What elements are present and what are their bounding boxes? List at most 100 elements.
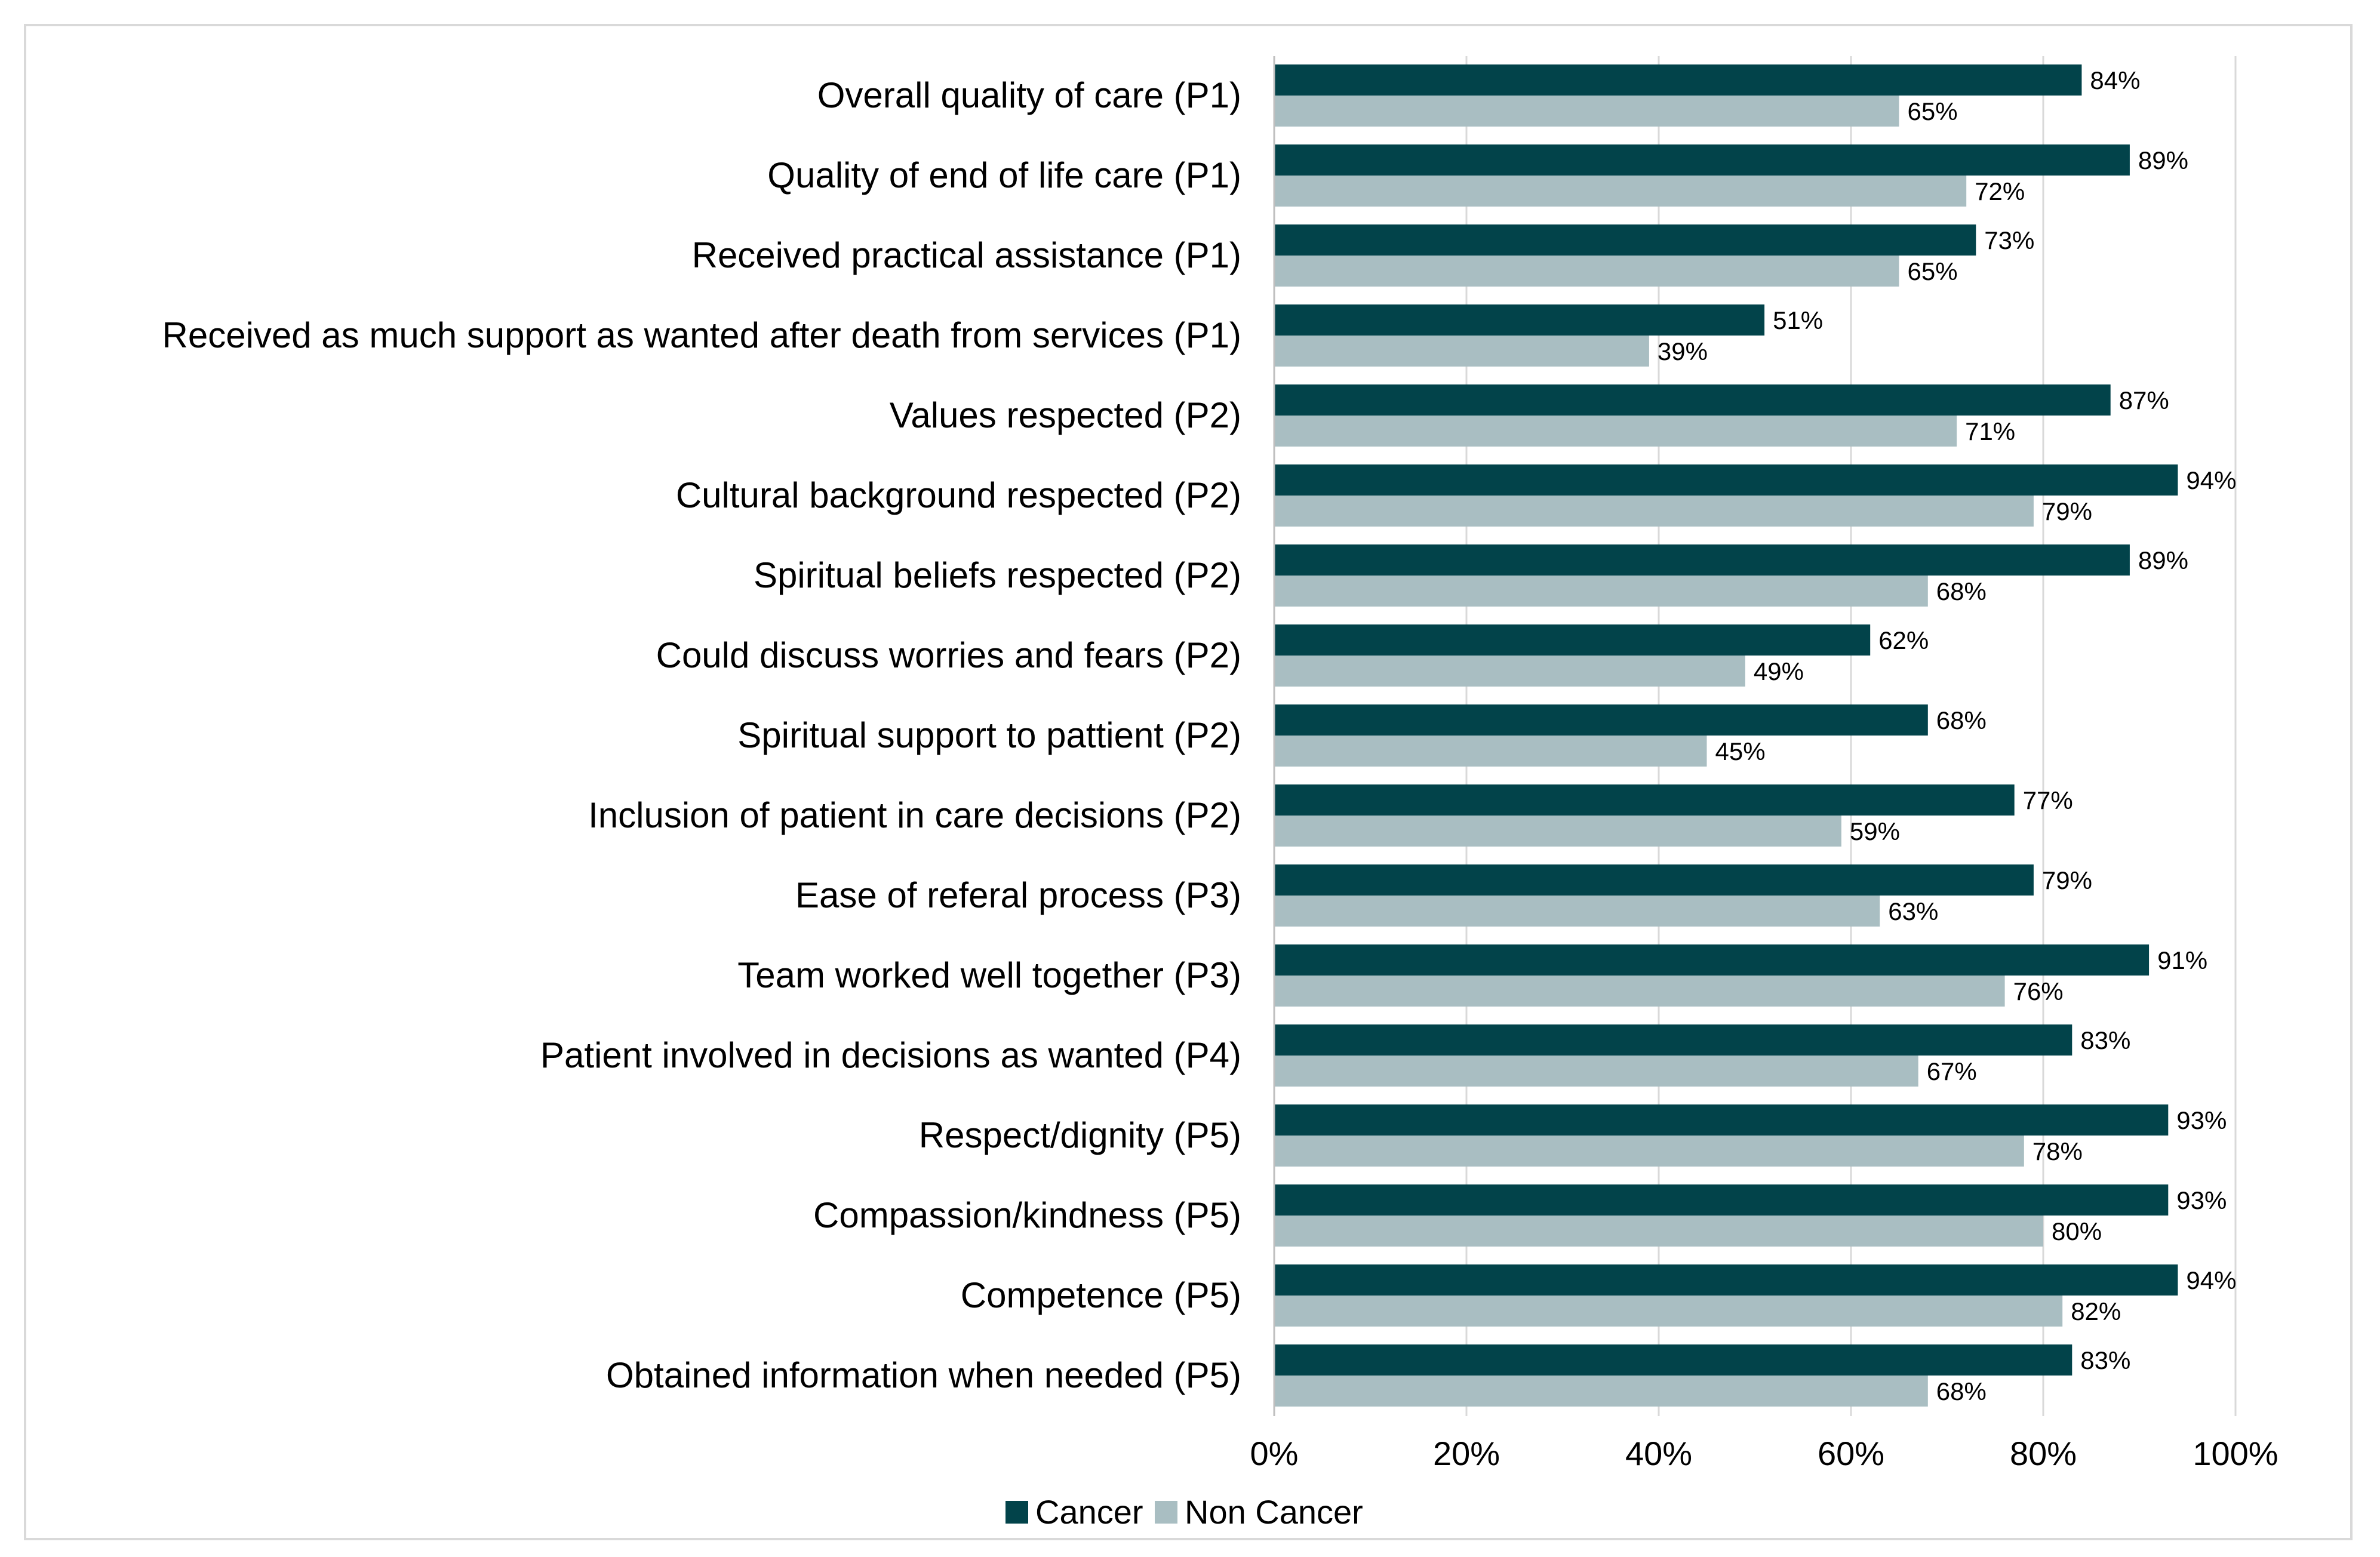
category-label: Patient involved in decisions as wanted … [540, 1035, 1241, 1075]
category-label: Values respected (P2) [890, 395, 1241, 435]
bar-non-cancer [1274, 256, 1899, 287]
data-label-non-cancer: 82% [2071, 1297, 2121, 1325]
labels: Overall quality of care (P1) 84% 65% Qualit… [162, 66, 2237, 1405]
data-label-cancer: 94% [2186, 1266, 2236, 1294]
bar-non-cancer [1274, 1136, 2024, 1167]
category-label: Spiritual beliefs respected (P2) [754, 555, 1241, 595]
chart-frame: 0% 20% 40% 60% 80% 100% Overall quality of ca… [24, 24, 2353, 1540]
bar-non-cancer [1274, 576, 1928, 607]
bar-cancer [1274, 544, 2130, 576]
data-label-non-cancer: 65% [1908, 97, 1958, 125]
data-label-cancer: 77% [2023, 786, 2073, 814]
data-label-cancer: 73% [1984, 226, 2034, 254]
category-label: Cultural background respected (P2) [676, 475, 1241, 515]
bar-non-cancer [1274, 1216, 2043, 1247]
data-label-non-cancer: 39% [1658, 337, 1708, 365]
data-label-non-cancer: 72% [1975, 177, 2025, 205]
bar-chart: 0% 20% 40% 60% 80% 100% Overall quality of ca… [162, 56, 2278, 1531]
bar-non-cancer [1274, 896, 1880, 927]
x-tick-label: 40% [1625, 1435, 1692, 1472]
category-label: Quality of end of life care (P1) [767, 155, 1241, 195]
data-label-cancer: 87% [2119, 386, 2169, 414]
bar-non-cancer [1274, 736, 1707, 767]
bar-cancer [1274, 1264, 2178, 1296]
category-label: Obtained information when needed (P5) [606, 1355, 1241, 1395]
data-label-non-cancer: 71% [1965, 417, 2015, 445]
bar-cancer [1274, 384, 2111, 416]
bar-cancer [1274, 64, 2082, 96]
data-label-non-cancer: 78% [2032, 1137, 2083, 1165]
category-label: Could discuss worries and fears (P2) [656, 635, 1241, 675]
data-label-cancer: 89% [2138, 546, 2188, 574]
legend-label: Non Cancer [1185, 1493, 1363, 1531]
data-label-non-cancer: 67% [1927, 1057, 1977, 1085]
bar-non-cancer [1274, 976, 2005, 1007]
data-label-non-cancer: 68% [1936, 1377, 1987, 1405]
category-label: Competence (P5) [961, 1275, 1241, 1315]
data-label-cancer: 91% [2157, 946, 2207, 974]
data-label-non-cancer: 68% [1936, 577, 1987, 605]
data-label-cancer: 94% [2186, 466, 2236, 494]
bar-cancer [1274, 1024, 2072, 1056]
category-label: Team worked well together (P3) [737, 955, 1241, 995]
bar-non-cancer [1274, 336, 1649, 367]
data-label-cancer: 62% [1878, 626, 1929, 654]
bar-cancer [1274, 464, 2178, 496]
bar-non-cancer [1274, 816, 1841, 847]
x-tick-label: 0% [1250, 1435, 1299, 1472]
bar-cancer [1274, 624, 1871, 656]
x-tick-label: 20% [1433, 1435, 1500, 1472]
data-label-non-cancer: 59% [1850, 817, 1900, 845]
legend: Cancer Non Cancer [1005, 1493, 1363, 1531]
bar-cancer [1274, 784, 2015, 816]
axes: 0% 20% 40% 60% 80% 100% [1250, 56, 2278, 1472]
category-label: Spiritual support to pattient (P2) [737, 715, 1241, 755]
bar-cancer [1274, 144, 2130, 176]
bar-cancer [1274, 1184, 2169, 1216]
category-label: Overall quality of care (P1) [817, 75, 1241, 115]
bar-non-cancer [1274, 176, 1967, 207]
legend-swatch [1005, 1501, 1028, 1524]
legend-swatch [1155, 1501, 1177, 1524]
data-label-non-cancer: 65% [1908, 257, 1958, 285]
bar-cancer [1274, 304, 1765, 336]
category-label: Ease of referal process (P3) [795, 875, 1241, 915]
data-label-non-cancer: 80% [2052, 1217, 2102, 1245]
data-label-non-cancer: 79% [2042, 497, 2092, 525]
x-tick-label: 100% [2193, 1435, 2278, 1472]
bar-cancer [1274, 864, 2034, 896]
category-label: Inclusion of patient in care decisions (… [588, 795, 1241, 835]
bar-non-cancer [1274, 1056, 1918, 1087]
x-tick-label: 60% [1818, 1435, 1884, 1472]
category-label: Received as much support as wanted after… [162, 315, 1242, 355]
data-label-cancer: 68% [1936, 706, 1987, 734]
data-label-non-cancer: 76% [2013, 977, 2064, 1005]
data-label-non-cancer: 45% [1715, 737, 1766, 765]
data-label-cancer: 84% [2090, 66, 2140, 94]
data-label-cancer: 83% [2080, 1026, 2130, 1054]
bar-non-cancer [1274, 496, 2034, 527]
bar-non-cancer [1274, 1376, 1928, 1407]
bar-non-cancer [1274, 1296, 2063, 1327]
bar-non-cancer [1274, 416, 1957, 447]
data-label-cancer: 79% [2042, 866, 2092, 894]
bar-cancer [1274, 944, 2150, 976]
category-label: Compassion/kindness (P5) [813, 1195, 1241, 1235]
data-label-non-cancer: 63% [1888, 897, 1938, 925]
data-label-non-cancer: 49% [1754, 657, 1804, 685]
bar-cancer [1274, 704, 1928, 736]
data-label-cancer: 93% [2176, 1106, 2227, 1134]
bar-cancer [1274, 1104, 2169, 1136]
data-label-cancer: 51% [1773, 306, 1823, 334]
data-label-cancer: 93% [2176, 1186, 2227, 1214]
legend-label: Cancer [1035, 1493, 1143, 1531]
bar-non-cancer [1274, 656, 1745, 687]
bar-cancer [1274, 224, 1976, 256]
bar-non-cancer [1274, 96, 1899, 127]
x-tick-label: 80% [2010, 1435, 2077, 1472]
bar-cancer [1274, 1344, 2072, 1376]
bars [1274, 64, 2178, 1407]
category-label: Received practical assistance (P1) [692, 235, 1241, 275]
data-label-cancer: 89% [2138, 146, 2188, 174]
category-label: Respect/dignity (P5) [919, 1115, 1241, 1155]
